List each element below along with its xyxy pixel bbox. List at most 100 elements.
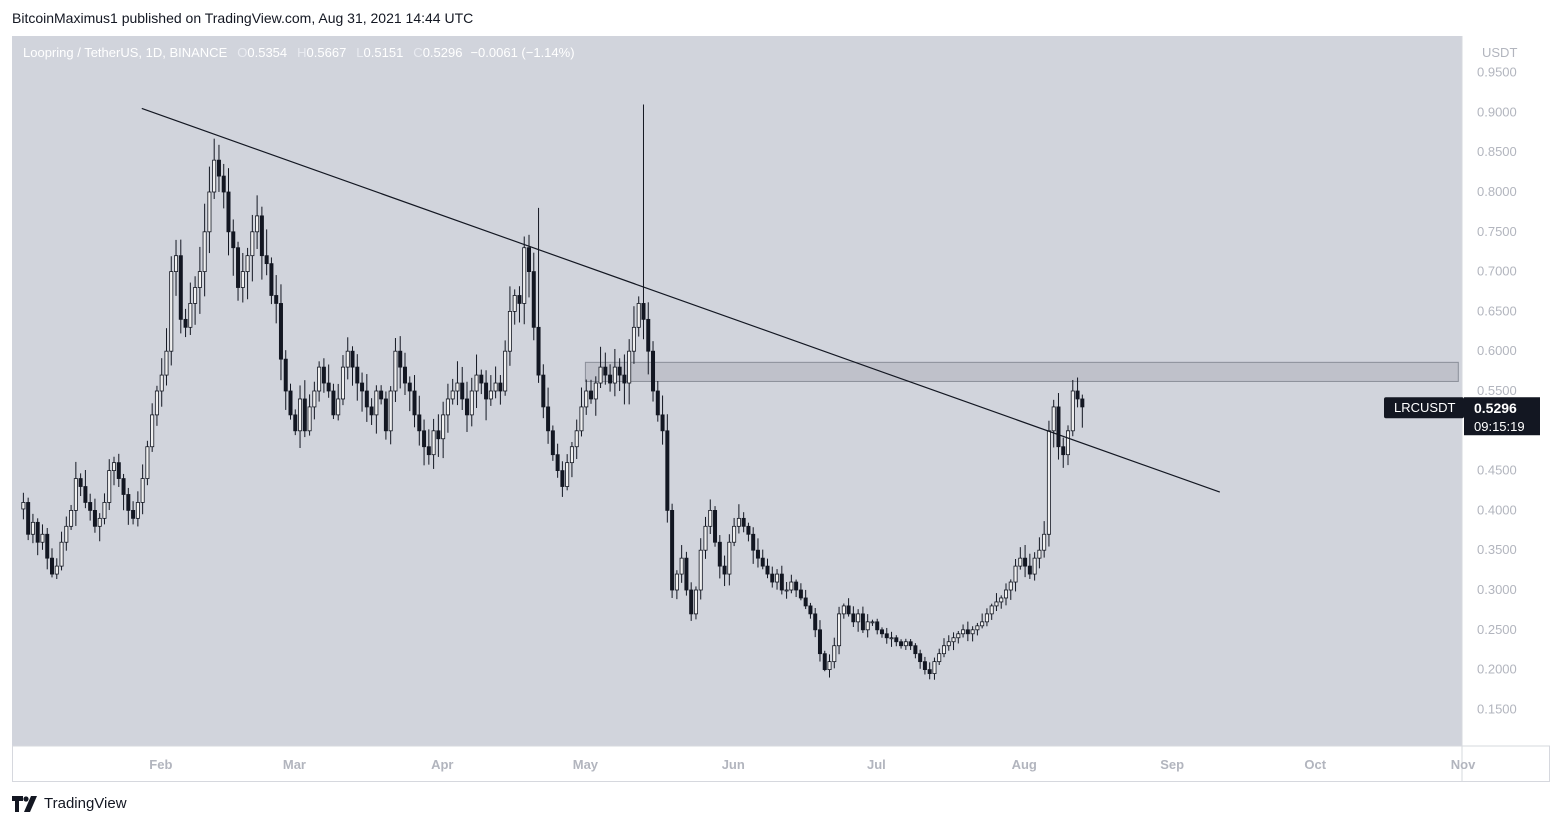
candle-body [646,318,651,352]
candle-body [69,509,74,527]
candles-layer [21,104,1085,680]
price-tick-label: 0.4500 [1477,463,1517,478]
candle-body [913,645,918,655]
candle-body [78,478,83,487]
price-tick-label: 0.8500 [1477,144,1517,159]
candle-body [741,517,746,527]
candle-body [574,430,579,448]
footer-brand[interactable]: TradingView [12,795,127,812]
candle-body [231,231,236,249]
candle-body [569,446,574,464]
candle-body [188,303,193,328]
candle-body [589,390,594,400]
candle-body [92,509,97,527]
candle-body [1070,390,1075,432]
candle-body [622,374,627,384]
legend-open-value: 0.5354 [247,45,288,60]
candle-body [298,398,303,432]
candle-body [755,549,760,559]
candle-body [236,247,241,288]
candle-body [984,613,989,623]
ticker-tag: LRCUSDT [1394,400,1455,415]
candle-body [779,573,784,591]
candle-body [274,295,279,304]
candle-body [856,613,861,623]
candle-body [355,366,360,384]
candle-body [431,430,436,456]
price-chart[interactable]: USDT 0.9500 0.9000 0.8500 0.8000 0.7500 0.700… [12,36,1550,782]
candle-body [713,509,718,543]
candle-body [932,661,937,674]
plot-area[interactable] [12,36,1462,746]
candle-body [593,382,598,400]
resistance-zone [584,361,1459,382]
candle-body [226,191,231,233]
candle-body [345,350,350,368]
candle-body [464,398,469,416]
candle-body [550,430,555,456]
candle-body [941,645,946,655]
candle-body [245,255,250,272]
legend-close-label: C [413,45,423,60]
candle-body [369,406,374,416]
candle-body [631,326,636,352]
legend-change: −0.0061 (−1.14%) [470,45,575,60]
candle-body [40,533,45,543]
candle-body [412,390,417,416]
candle-body [388,390,393,432]
candle-body [469,390,474,416]
price-tick-label: 0.2000 [1477,662,1517,677]
candle-body [693,589,698,615]
candle-body [126,494,131,511]
time-tick-label: May [573,757,599,772]
candle-body [894,637,899,643]
candle-body [221,175,226,193]
price-tick-label: 0.3000 [1477,582,1517,597]
candle-body [45,533,50,559]
candle-body [493,382,498,392]
candle-body [503,350,508,392]
candle-body [302,398,307,432]
candle-body [340,366,345,400]
candle-body [216,159,221,177]
time-tick-label: Mar [283,757,306,772]
publisher-line: BitcoinMaximus1 published on TradingView… [12,10,474,26]
price-tick-label: 0.7500 [1477,224,1517,239]
candle-body [1008,581,1013,591]
price-tick-label: 0.2500 [1477,622,1517,637]
candle-body [937,653,942,663]
candle-body [240,271,245,288]
price-tick-label: 0.1500 [1477,701,1517,716]
price-tick-label: 0.9500 [1477,65,1517,80]
candle-body [1075,390,1080,400]
candle-body [798,589,803,599]
candle-body [870,621,875,624]
candle-body [30,521,35,535]
candle-body [1018,557,1023,567]
candle-body [269,263,274,296]
candle-body [50,557,55,575]
candle-body [841,605,846,615]
candle-body [1066,430,1071,456]
candle-body [975,625,980,631]
candle-body [674,573,679,591]
candle-body [660,414,665,432]
legend-high-value: 0.5667 [306,45,347,60]
candle-body [612,366,617,384]
candle-body [393,350,398,392]
candle-body [178,255,183,320]
time-tick-label: Oct [1304,757,1326,772]
candle-body [364,390,369,408]
candle-body [822,653,827,670]
price-axis-area[interactable] [1462,36,1550,746]
candle-body [813,613,818,631]
candle-body [164,350,169,376]
candle-body [684,557,689,591]
candle-body [698,549,703,591]
candle-body [899,641,904,647]
candle-body [927,669,932,674]
candle-body [331,390,336,416]
candle-body [865,621,870,631]
candle-body [498,382,503,392]
time-tick-label: Feb [149,757,172,772]
